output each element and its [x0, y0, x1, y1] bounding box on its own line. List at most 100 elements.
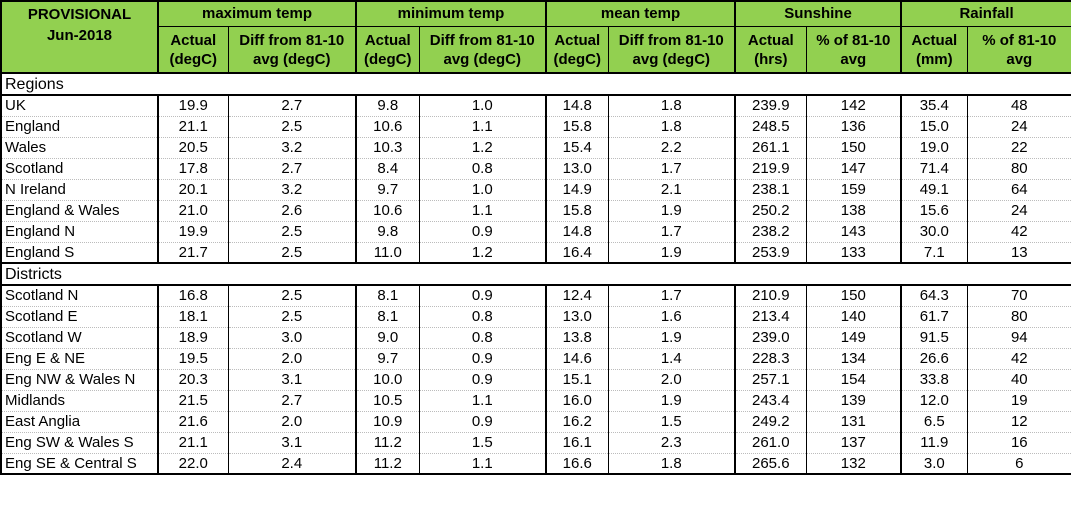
table-cell: 61.7	[900, 306, 968, 328]
table-cell: 9.8	[355, 94, 420, 117]
section-spacer	[967, 263, 1071, 285]
table-cell: 12	[966, 411, 1071, 433]
col-header-top: Diff from 81-10	[227, 26, 357, 50]
row-label: East Anglia	[0, 411, 159, 433]
table-cell: 20.1	[157, 179, 229, 201]
col-header-top: Actual	[355, 26, 420, 50]
table-cell: 2.5	[227, 242, 357, 264]
row-label: Wales	[0, 137, 159, 159]
row-label: Scotland N	[0, 284, 159, 307]
table-cell: 2.7	[227, 390, 357, 412]
table-cell: 2.5	[227, 284, 357, 307]
table-cell: 1.8	[607, 116, 736, 138]
row-label: Scotland W	[0, 327, 159, 349]
col-header-unit: (degC)	[545, 50, 609, 74]
table-cell: 16	[966, 432, 1071, 454]
col-header-top: % of 81-10	[805, 26, 902, 50]
table-cell: 154	[805, 369, 902, 391]
table-cell: 11.2	[355, 432, 420, 454]
col-header-top: Diff from 81-10	[607, 26, 736, 50]
table-cell: 0.9	[418, 369, 547, 391]
table-cell: 42	[966, 348, 1071, 370]
table-cell: 21.0	[157, 200, 229, 222]
table-cell: 2.5	[227, 116, 357, 138]
section-spacer	[228, 73, 356, 95]
row-label: Scotland	[0, 158, 159, 180]
table-row: Scotland 17.8 2.7 8.4 0.8 13.0 1.7 219.9 147 71.4…	[0, 158, 1071, 180]
table-cell: 13	[966, 242, 1071, 264]
row-label: Eng SW & Wales S	[0, 432, 159, 454]
table-cell: 24	[966, 200, 1071, 222]
table-cell: 13.8	[545, 327, 609, 349]
table-cell: 265.6	[734, 453, 807, 475]
table-cell: 137	[805, 432, 902, 454]
table-row: East Anglia 21.6 2.0 10.9 0.9 16.2 1.5 249.2 131…	[0, 411, 1071, 433]
table-cell: 15.0	[900, 116, 968, 138]
table-row: Scotland E 18.1 2.5 8.1 0.8 13.0 1.6 213.4 140 61…	[0, 306, 1071, 328]
table-cell: 0.9	[418, 411, 547, 433]
section-spacer	[608, 73, 735, 95]
table-cell: 2.7	[227, 158, 357, 180]
table-body: Regions UK 19.9 2.7 9.8 1.0 14.8 1.8 239.9 142 35.…	[0, 73, 1071, 475]
table-cell: 2.3	[607, 432, 736, 454]
table-cell: 11.9	[900, 432, 968, 454]
table-cell: 16.8	[157, 284, 229, 307]
col-header-unit: (hrs)	[734, 50, 807, 74]
section-spacer	[608, 263, 735, 285]
section-spacer	[158, 73, 228, 95]
col-header-top: Diff from 81-10	[418, 26, 547, 50]
section-spacer	[158, 263, 228, 285]
table-cell: 136	[805, 116, 902, 138]
table-cell: 80	[966, 158, 1071, 180]
table-row: Eng E & NE 19.5 2.0 9.7 0.9 14.6 1.4 228.3 134 26…	[0, 348, 1071, 370]
table-cell: 6.5	[900, 411, 968, 433]
table-cell: 1.0	[418, 179, 547, 201]
section-spacer	[806, 73, 901, 95]
table-cell: 1.1	[418, 116, 547, 138]
table-cell: 213.4	[734, 306, 807, 328]
table-cell: 18.1	[157, 306, 229, 328]
table-cell: 42	[966, 221, 1071, 243]
table-cell: 249.2	[734, 411, 807, 433]
table-cell: 19.0	[900, 137, 968, 159]
table-cell: 1.4	[607, 348, 736, 370]
table-row: Scotland N 16.8 2.5 8.1 0.9 12.4 1.7 210.9 150 64…	[0, 284, 1071, 307]
table-cell: 15.8	[545, 200, 609, 222]
row-label: Eng SE & Central S	[0, 453, 159, 475]
table-cell: 19.5	[157, 348, 229, 370]
table-cell: 12.4	[545, 284, 609, 307]
table-cell: 257.1	[734, 369, 807, 391]
group-header-mean-temp: mean temp	[545, 0, 736, 27]
table-cell: 238.1	[734, 179, 807, 201]
table-cell: 2.5	[227, 306, 357, 328]
table-cell: 239.9	[734, 94, 807, 117]
section-spacer	[901, 263, 967, 285]
table-row: England N 19.9 2.5 9.8 0.9 14.8 1.7 238.2 143 30.…	[0, 221, 1071, 243]
table-cell: 49.1	[900, 179, 968, 201]
table-cell: 142	[805, 94, 902, 117]
table-cell: 138	[805, 200, 902, 222]
section-header: Regions	[0, 73, 1071, 95]
group-header-min-temp: minimum temp	[355, 0, 547, 27]
table-cell: 2.0	[607, 369, 736, 391]
table-cell: 19.9	[157, 221, 229, 243]
table-cell: 20.3	[157, 369, 229, 391]
table-cell: 2.2	[607, 137, 736, 159]
table-row: England S 21.7 2.5 11.0 1.2 16.4 1.9 253.9 133 7.…	[0, 242, 1071, 264]
table-cell: 94	[966, 327, 1071, 349]
table-cell: 1.1	[418, 390, 547, 412]
table-cell: 15.6	[900, 200, 968, 222]
section-spacer	[735, 263, 806, 285]
table-cell: 1.8	[607, 453, 736, 475]
table-cell: 147	[805, 158, 902, 180]
table-cell: 8.1	[355, 306, 420, 328]
section-spacer	[419, 263, 546, 285]
col-header-top: % of 81-10	[966, 26, 1071, 50]
table-cell: 3.1	[227, 432, 357, 454]
period-label: Jun-2018	[0, 26, 159, 50]
col-header-top: Actual	[734, 26, 807, 50]
table-cell: 3.1	[227, 369, 357, 391]
row-label: England S	[0, 242, 159, 264]
table-cell: 18.9	[157, 327, 229, 349]
col-header-unit: (degC)	[157, 50, 229, 74]
